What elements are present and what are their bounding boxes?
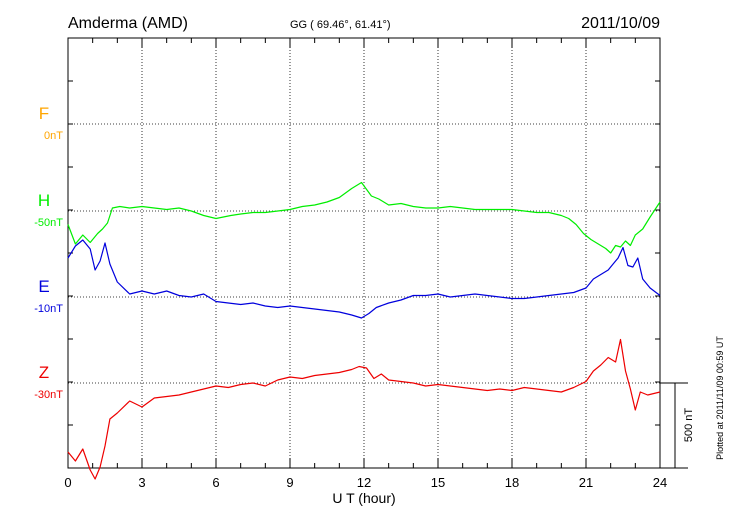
baseline-label-h: -50nT bbox=[34, 217, 63, 229]
component-label-e: E bbox=[38, 277, 49, 296]
station-title: Amderma (AMD) bbox=[68, 15, 188, 32]
component-label-h: H bbox=[38, 191, 50, 210]
x-tick-label-24: 24 bbox=[653, 475, 667, 490]
series-line-z bbox=[67, 338, 661, 480]
baseline-label-f: 0nT bbox=[44, 130, 63, 142]
baseline-label-e: -10nT bbox=[34, 303, 63, 315]
x-ticks: 0 3 6 9 12 15 18 21 24 bbox=[64, 38, 667, 490]
plot-frame bbox=[67, 37, 661, 469]
x-tick-label-18: 18 bbox=[505, 475, 519, 490]
x-tick-label-9: 9 bbox=[286, 475, 293, 490]
x-tick-label-0: 0 bbox=[64, 475, 71, 490]
x-tick-label-15: 15 bbox=[431, 475, 445, 490]
x-tick-label-21: 21 bbox=[579, 475, 593, 490]
scale-bar: 500 nT bbox=[660, 382, 695, 469]
series-line-h bbox=[67, 181, 661, 254]
baseline-label-z: -30nT bbox=[34, 389, 63, 401]
series-line-e bbox=[67, 239, 661, 319]
x-tick-label-12: 12 bbox=[357, 475, 371, 490]
component-label-f: F bbox=[39, 104, 49, 123]
series-lines bbox=[67, 181, 661, 480]
date-label: 2011/10/09 bbox=[581, 15, 660, 32]
grid bbox=[68, 38, 660, 468]
plotted-timestamp: Plotted at 2011/11/09 00:59 UT bbox=[715, 336, 725, 460]
x-axis-label: U T (hour) bbox=[332, 490, 395, 506]
coordinates-label: GG ( 69.46°, 61.41°) bbox=[290, 19, 391, 31]
series-labels: F 0nT H -50nT E -10nT Z -30nT bbox=[34, 104, 63, 401]
scale-bar-label: 500 nT bbox=[683, 408, 695, 443]
x-tick-label-6: 6 bbox=[212, 475, 219, 490]
component-label-z: Z bbox=[39, 363, 49, 382]
x-tick-label-3: 3 bbox=[138, 475, 145, 490]
